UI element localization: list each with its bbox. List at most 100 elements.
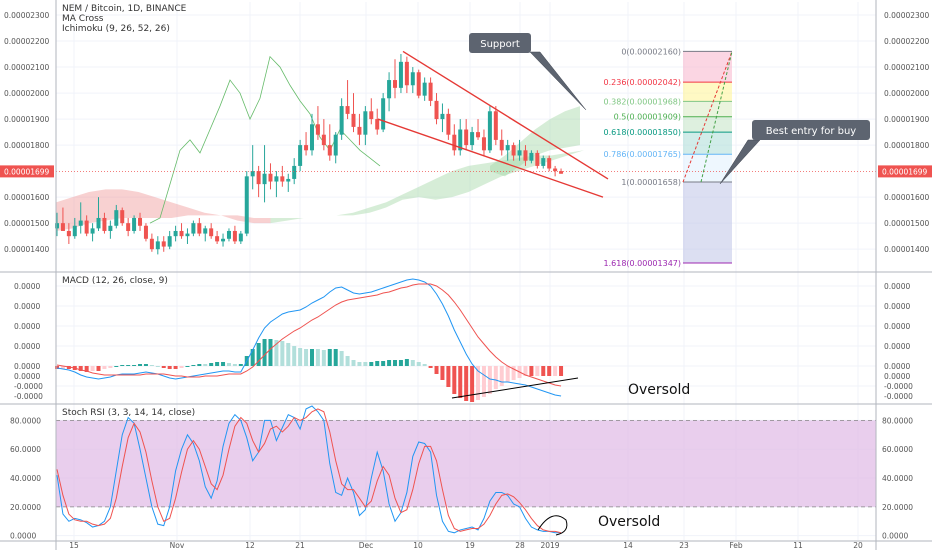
macd-histogram-bar: [487, 366, 492, 394]
macd-histogram-bar: [155, 366, 160, 367]
legend-stoch-rsi: Stoch RSI (3, 3, 14, 14, close): [62, 408, 196, 418]
candle-body: [428, 82, 433, 101]
candle-body: [446, 113, 451, 135]
wedge-lower-line: [377, 118, 604, 198]
stoch-tick-left: 20.0000: [10, 503, 41, 512]
candle-body: [185, 233, 190, 237]
macd-histogram-bar: [138, 364, 143, 366]
candle-body: [191, 223, 196, 234]
stoch-tick-right: 0.0000: [882, 532, 908, 541]
time-tick: Nov: [170, 541, 185, 550]
price-tick-right: 0.00001400: [884, 245, 930, 254]
macd-tick-left: -0.0000: [14, 382, 43, 391]
candle-body: [197, 223, 202, 234]
candle-body: [393, 80, 398, 88]
macd-histogram-bar: [428, 366, 433, 368]
price-tick-right: 0.00002200: [884, 37, 930, 46]
time-tick: Feb: [729, 541, 743, 550]
macd-histogram-bar: [505, 366, 510, 382]
candle-body: [226, 230, 231, 239]
candle-body: [410, 72, 415, 86]
stoch-d-line: [56, 408, 562, 534]
candle-body: [203, 228, 208, 234]
candle-body: [422, 82, 427, 96]
candle-body: [339, 106, 344, 135]
candle-body: [280, 176, 285, 182]
fib-level-label: 0.786(0.00001765): [604, 150, 682, 159]
price-tick-right: 0.00001600: [884, 193, 930, 202]
candle-body: [256, 171, 261, 185]
candle-body: [321, 134, 326, 146]
candle-body: [286, 178, 291, 182]
fibonacci-retracement[interactable]: 0(0.00002160) 0.236(0.00002042) 0.382(0.00…: [604, 47, 733, 268]
macd-histogram-bar: [470, 366, 475, 402]
macd-tick-left: 0.0000: [14, 362, 40, 371]
stoch-tick-right: 60.0000: [882, 445, 913, 454]
candle-body: [66, 230, 71, 237]
candle-body: [262, 173, 267, 185]
legend-symbol: NEM / Bitcoin, 1D, BINANCE: [62, 4, 187, 14]
macd-tick-left: 0.0000: [14, 302, 40, 311]
candle-body: [120, 210, 125, 224]
time-tick: 2019: [540, 541, 559, 550]
candle-body: [149, 238, 154, 250]
macd-tick-left: 0.0000: [14, 342, 40, 351]
candle-body: [470, 132, 475, 146]
macd-histogram-bar: [96, 366, 101, 371]
candle-body: [138, 217, 143, 226]
candle-body: [434, 100, 439, 120]
support-callout: [469, 33, 531, 53]
candle-body: [398, 61, 403, 88]
macd-histogram-bar: [114, 366, 119, 367]
candle-body: [404, 61, 409, 86]
price-tick-left: 0.00002300: [4, 11, 50, 20]
macd-tick-left: 0.0000: [14, 282, 40, 291]
kumo-bullish: [270, 150, 584, 224]
candle-body: [304, 145, 309, 151]
candle-body: [523, 150, 528, 161]
macd-histogram-bar: [309, 349, 314, 366]
time-tick: 12: [245, 541, 255, 550]
price-tick-right: 0.00002100: [884, 63, 930, 72]
macd-histogram-bar: [226, 363, 231, 366]
price-badge-right-label: 0.00001699: [882, 167, 928, 176]
macd-histogram-bar: [404, 359, 409, 366]
stoch-tick-right: 80.0000: [882, 416, 913, 425]
signal-line: [56, 283, 562, 387]
kumo-bullish: [490, 106, 580, 177]
legend-ma-cross: MA Cross: [62, 14, 104, 24]
macd-histogram-bar: [375, 361, 380, 366]
macd-histogram-bar: [434, 366, 439, 374]
macd-histogram-bar: [161, 366, 166, 368]
macd-histogram-bar: [304, 349, 309, 366]
macd-histogram-bar: [511, 366, 516, 380]
candle-body: [126, 223, 131, 231]
descending-wedge[interactable]: [377, 50, 609, 198]
macd-histogram-bar: [357, 362, 362, 366]
price-tick-left: 0.00001400: [4, 245, 50, 254]
stoch-tick-left: 0.0000: [10, 532, 36, 541]
macd-histogram-bar: [446, 366, 451, 387]
price-badge-left: [0, 165, 54, 178]
annotations[interactable]: Support Best entry for buy Oversold Oversol…: [469, 33, 870, 530]
macd-histogram-bar: [333, 349, 338, 366]
macd-histogram-bar: [132, 365, 137, 366]
candle-body: [238, 233, 243, 242]
entry-callout: [752, 120, 870, 140]
time-tick: 21: [295, 541, 305, 550]
macd-histogram-bar: [381, 361, 386, 366]
macd-histogram-bar: [440, 366, 445, 380]
macd-histogram-bar: [274, 340, 279, 366]
macd-histogram-bar: [327, 349, 332, 366]
candle-body: [167, 236, 172, 247]
price-tick-right: 0.00002000: [884, 89, 930, 98]
candle-body: [250, 171, 255, 177]
candle-body: [209, 228, 214, 237]
macd-histogram-bar: [179, 366, 184, 368]
macd-tick-right: -0.0000: [884, 382, 913, 391]
macd-tick-right: -0.0000: [884, 392, 913, 401]
candle-body: [143, 225, 148, 239]
